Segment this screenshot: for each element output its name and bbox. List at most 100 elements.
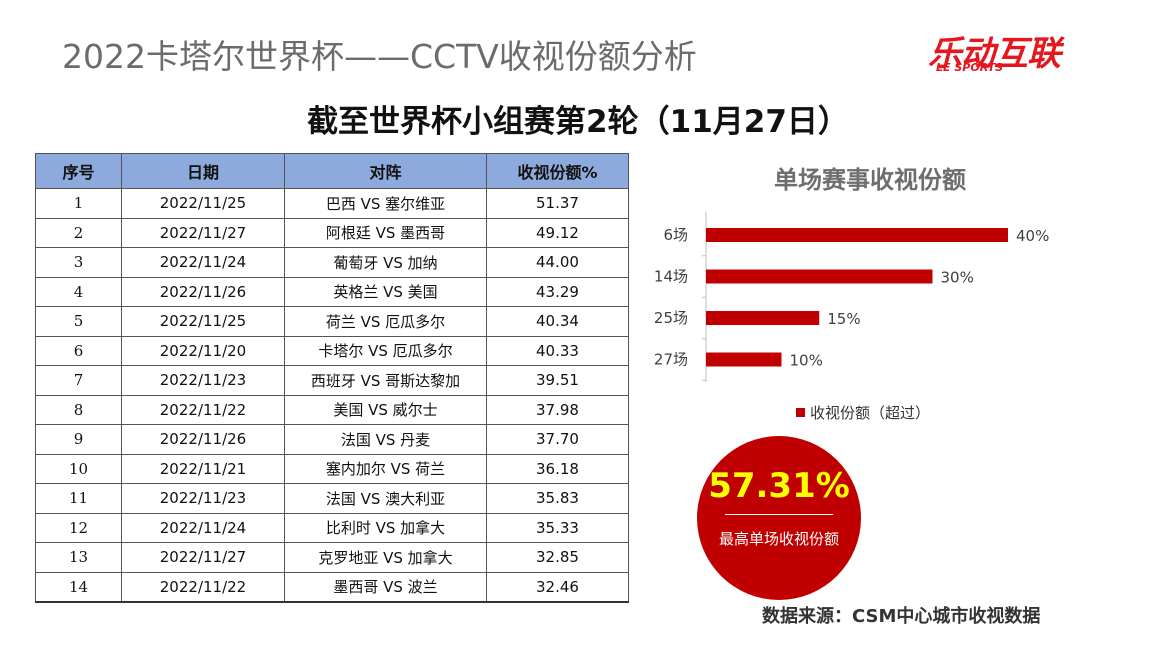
table-row: 8 2022/11/22 美国 VS 威尔士 37.98 — [35, 394, 629, 425]
header-date: 日期 — [121, 153, 285, 189]
cell-share: 43.29 — [486, 276, 629, 307]
table-row: 9 2022/11/26 法国 VS 丹麦 37.70 — [35, 424, 629, 455]
chart-bar — [706, 269, 933, 284]
cell-index: 11 — [35, 483, 122, 514]
chart-category-label: 25场 — [654, 309, 688, 327]
cell-match: 葡萄牙 VS 加纳 — [284, 247, 487, 278]
table-header-row: 序号 日期 对阵 收视份额% — [35, 153, 629, 189]
page-title: 2022卡塔尔世界杯——CCTV收视份额分析 — [62, 37, 697, 76]
cell-index: 1 — [35, 188, 122, 219]
cell-match: 法国 VS 丹麦 — [284, 424, 487, 455]
highlight-label: 最高单场收视份额 — [718, 530, 839, 548]
cell-share: 32.85 — [486, 542, 629, 573]
cell-index: 4 — [35, 276, 122, 307]
legend-label: 收视份额（超过） — [810, 404, 931, 422]
chart-bar — [706, 311, 820, 325]
chart-category-label: 14场 — [654, 268, 688, 286]
table-row: 2 2022/11/27 阿根廷 VS 墨西哥 49.12 — [35, 217, 629, 248]
cell-index: 13 — [35, 542, 122, 573]
table-row: 10 2022/11/21 塞内加尔 VS 荷兰 36.18 — [35, 453, 629, 484]
cell-share: 37.98 — [486, 394, 629, 425]
cell-match: 荷兰 VS 厄瓜多尔 — [284, 306, 487, 337]
header-share: 收视份额% — [486, 153, 629, 189]
cell-match: 克罗地亚 VS 加拿大 — [284, 542, 487, 573]
cell-share: 32.46 — [486, 571, 629, 603]
cell-index: 2 — [35, 217, 122, 248]
cell-share: 49.12 — [486, 217, 629, 248]
chart-category-label: 27场 — [654, 351, 688, 369]
chart-bar — [706, 228, 1008, 242]
cell-index: 8 — [35, 394, 122, 425]
table-row: 4 2022/11/26 英格兰 VS 美国 43.29 — [35, 276, 629, 307]
cell-date: 2022/11/27 — [121, 217, 285, 248]
table-row: 1 2022/11/25 巴西 VS 塞尔维亚 51.37 — [35, 188, 629, 219]
table-row: 5 2022/11/25 荷兰 VS 厄瓜多尔 40.34 — [35, 306, 629, 337]
chart-value-label: 10% — [790, 352, 823, 370]
chart-value-label: 15% — [827, 310, 860, 328]
chart-bar — [706, 352, 782, 367]
ratings-table: 序号 日期 对阵 收视份额% 1 2022/11/25 巴西 VS 塞尔维亚 51.3… — [35, 153, 629, 603]
cell-match: 阿根廷 VS 墨西哥 — [284, 217, 487, 248]
cell-match: 西班牙 VS 哥斯达黎加 — [284, 365, 487, 396]
data-source: 数据来源：CSM中心城市收视数据 — [762, 606, 1041, 627]
cell-index: 10 — [35, 453, 122, 484]
cell-date: 2022/11/27 — [121, 542, 285, 573]
cell-match: 法国 VS 澳大利亚 — [284, 483, 487, 514]
header-match: 对阵 — [284, 153, 487, 189]
cell-share: 36.18 — [486, 453, 629, 484]
highlight-divider — [725, 514, 833, 515]
cell-index: 7 — [35, 365, 122, 396]
cell-match: 英格兰 VS 美国 — [284, 276, 487, 307]
cell-date: 2022/11/21 — [121, 453, 285, 484]
cell-index: 9 — [35, 424, 122, 455]
cell-index: 5 — [35, 306, 122, 337]
cell-index: 6 — [35, 335, 122, 366]
cell-match: 卡塔尔 VS 厄瓜多尔 — [284, 335, 487, 366]
cell-match: 比利时 VS 加拿大 — [284, 512, 487, 543]
cell-date: 2022/11/24 — [121, 512, 285, 543]
cell-date: 2022/11/25 — [121, 306, 285, 337]
logo-cn-text: 乐动互联 — [928, 34, 1061, 74]
cell-share: 40.34 — [486, 306, 629, 337]
table-row: 14 2022/11/22 墨西哥 VS 波兰 32.46 — [35, 571, 629, 603]
cell-share: 40.33 — [486, 335, 629, 366]
cell-match: 塞内加尔 VS 荷兰 — [284, 453, 487, 484]
highlight-value: 57.31% — [708, 466, 850, 506]
cell-date: 2022/11/22 — [121, 394, 285, 425]
cell-date: 2022/11/23 — [121, 365, 285, 396]
chart-category-label: 6场 — [663, 226, 688, 244]
cell-date: 2022/11/26 — [121, 276, 285, 307]
cell-match: 巴西 VS 塞尔维亚 — [284, 188, 487, 219]
table-row: 7 2022/11/23 西班牙 VS 哥斯达黎加 39.51 — [35, 365, 629, 396]
cell-share: 51.37 — [486, 188, 629, 219]
cell-share: 35.33 — [486, 512, 629, 543]
header-index: 序号 — [35, 153, 122, 189]
table-row: 11 2022/11/23 法国 VS 澳大利亚 35.83 — [35, 483, 629, 514]
table-row: 3 2022/11/24 葡萄牙 VS 加纳 44.00 — [35, 247, 629, 278]
bar-chart: 6场 40% 14场 30% 25场 15% 27场 10% — [654, 212, 1049, 382]
legend-swatch — [796, 408, 805, 417]
highlight-circle: 57.31% 最高单场收视份额 — [697, 436, 861, 600]
cell-date: 2022/11/23 — [121, 483, 285, 514]
cell-share: 37.70 — [486, 424, 629, 455]
cell-index: 14 — [35, 571, 122, 603]
cell-index: 3 — [35, 247, 122, 278]
cell-date: 2022/11/20 — [121, 335, 285, 366]
cell-date: 2022/11/26 — [121, 424, 285, 455]
cell-share: 39.51 — [486, 365, 629, 396]
chart-value-label: 40% — [1016, 227, 1049, 245]
cell-match: 墨西哥 VS 波兰 — [284, 571, 487, 603]
table-row: 6 2022/11/20 卡塔尔 VS 厄瓜多尔 40.33 — [35, 335, 629, 366]
le-sports-logo: 乐动互联 LE SPORTS — [928, 26, 1078, 78]
cell-date: 2022/11/25 — [121, 188, 285, 219]
table-row: 13 2022/11/27 克罗地亚 VS 加拿大 32.85 — [35, 542, 629, 573]
chart-value-label: 30% — [941, 269, 974, 287]
cell-index: 12 — [35, 512, 122, 543]
cell-match: 美国 VS 威尔士 — [284, 394, 487, 425]
page-subtitle: 截至世界杯小组赛第2轮（11月27日） — [307, 104, 849, 140]
chart-legend: 收视份额（超过） — [796, 402, 930, 423]
cell-date: 2022/11/24 — [121, 247, 285, 278]
cell-date: 2022/11/22 — [121, 571, 285, 603]
logo-en-text: LE SPORTS — [936, 61, 1004, 74]
cell-share: 35.83 — [486, 483, 629, 514]
